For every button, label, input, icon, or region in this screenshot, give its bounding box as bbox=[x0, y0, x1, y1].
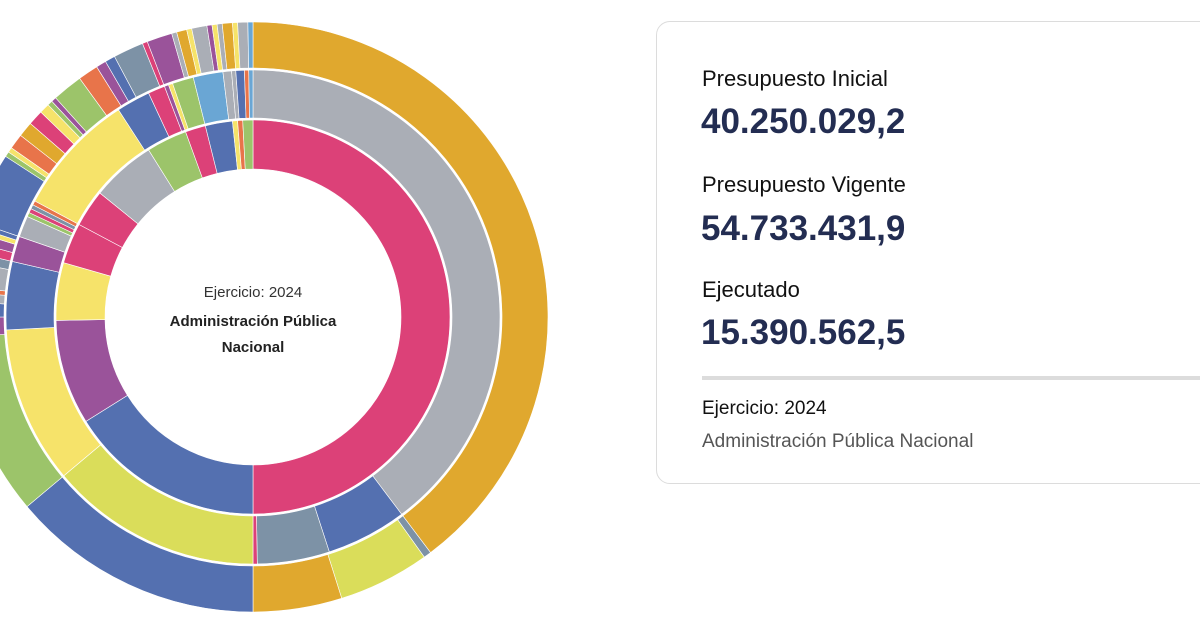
sunburst-segment-level2-6[interactable] bbox=[5, 261, 60, 331]
executed-value: 15.390.562,5 bbox=[701, 313, 906, 352]
initial-budget-label: Presupuesto Inicial bbox=[702, 66, 888, 91]
sunburst-segment-level3-0[interactable] bbox=[252, 21, 549, 554]
sunburst-segment-level1-0[interactable] bbox=[252, 119, 451, 515]
footer-entity: Administración Pública Nacional bbox=[702, 431, 974, 452]
current-budget-label: Presupuesto Vigente bbox=[702, 172, 906, 197]
sunburst-segment-level2-24[interactable] bbox=[248, 69, 254, 119]
executed-label: Ejecutado bbox=[702, 277, 800, 302]
initial-budget-value: 40.250.029,2 bbox=[701, 102, 906, 141]
center-year-label: Ejercicio: 2024 bbox=[203, 284, 303, 301]
sunburst-segment-level1-12[interactable] bbox=[242, 119, 254, 170]
center-entity-label: Administración Pública Nacional bbox=[169, 313, 337, 356]
current-budget-value: 54.733.431,9 bbox=[701, 209, 906, 248]
sunburst-segment-level3-42[interactable] bbox=[247, 21, 254, 69]
divider bbox=[702, 376, 1200, 380]
footer-year: Ejercicio: 2024 bbox=[702, 398, 827, 419]
sunburst-segment-level3-6[interactable] bbox=[0, 316, 5, 338]
sunburst-segment-level3-5[interactable] bbox=[0, 334, 63, 508]
summary-card: Presupuesto Inicial 40.250.029,2 Presupu… bbox=[656, 21, 1200, 484]
sunburst-segment-level2-0[interactable] bbox=[252, 69, 501, 515]
sunburst-segment-level2-3[interactable] bbox=[252, 515, 258, 565]
sunburst-chart bbox=[0, 21, 549, 613]
